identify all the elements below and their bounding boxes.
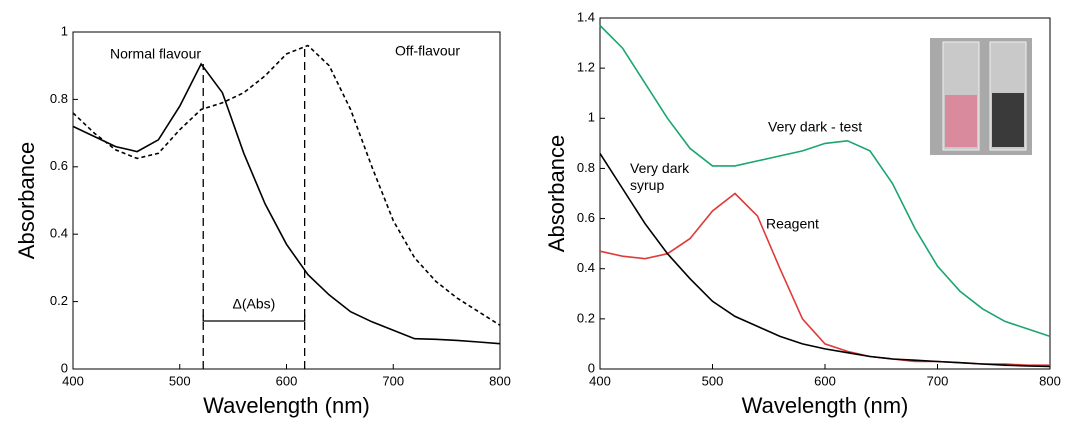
y-axis-label: Absorbance <box>14 142 39 259</box>
delta-label: Δ(Abs) <box>233 296 276 312</box>
x-tick-label: 600 <box>814 373 836 388</box>
y-tick-label: 0 <box>588 360 595 375</box>
y-tick-label: 0.6 <box>577 210 595 225</box>
y-tick-label: 0.4 <box>577 260 595 275</box>
x-tick-label: 400 <box>589 373 611 388</box>
delta-bracket <box>202 315 306 322</box>
y-tick-label: 1.4 <box>577 9 595 24</box>
plot-frame <box>72 31 501 370</box>
y-tick-label: 0.4 <box>50 226 68 241</box>
series-label: Reagent <box>766 216 819 232</box>
y-tick-label: 0.6 <box>50 158 68 173</box>
series-line <box>599 192 1050 366</box>
y-tick-label: 1 <box>61 23 68 38</box>
x-tick-label: 700 <box>382 373 404 388</box>
series-label: Off-flavour <box>395 43 460 59</box>
series-label: Very dark syrup <box>630 160 690 193</box>
y-axis-label: Absorbance <box>544 135 569 252</box>
y-tick-label: 1.2 <box>577 60 595 75</box>
x-tick-label: 800 <box>489 373 511 388</box>
x-tick-label: 500 <box>702 373 724 388</box>
x-axis-label: Wavelength (nm) <box>203 393 370 418</box>
series-line <box>72 62 501 345</box>
y-tick-label: 0.2 <box>577 310 595 325</box>
series-label: Very dark - test <box>768 119 862 135</box>
series-line <box>599 24 1051 338</box>
series-label: Normal flavour <box>110 46 201 62</box>
inset-photo <box>930 38 1032 155</box>
y-tick-label: 0.8 <box>50 91 68 106</box>
y-tick-label: 0 <box>61 360 68 375</box>
series-line <box>599 152 1051 368</box>
x-axis-label: Wavelength (nm) <box>742 393 909 418</box>
y-tick-label: 1 <box>588 110 595 125</box>
y-tick-label: 0.8 <box>577 160 595 175</box>
series-line <box>72 44 501 326</box>
y-tick-label: 0.2 <box>50 293 68 308</box>
x-tick-label: 600 <box>276 373 298 388</box>
x-tick-label: 500 <box>169 373 191 388</box>
x-tick-label: 800 <box>1039 373 1061 388</box>
x-tick-label: 700 <box>927 373 949 388</box>
x-tick-label: 400 <box>62 373 84 388</box>
